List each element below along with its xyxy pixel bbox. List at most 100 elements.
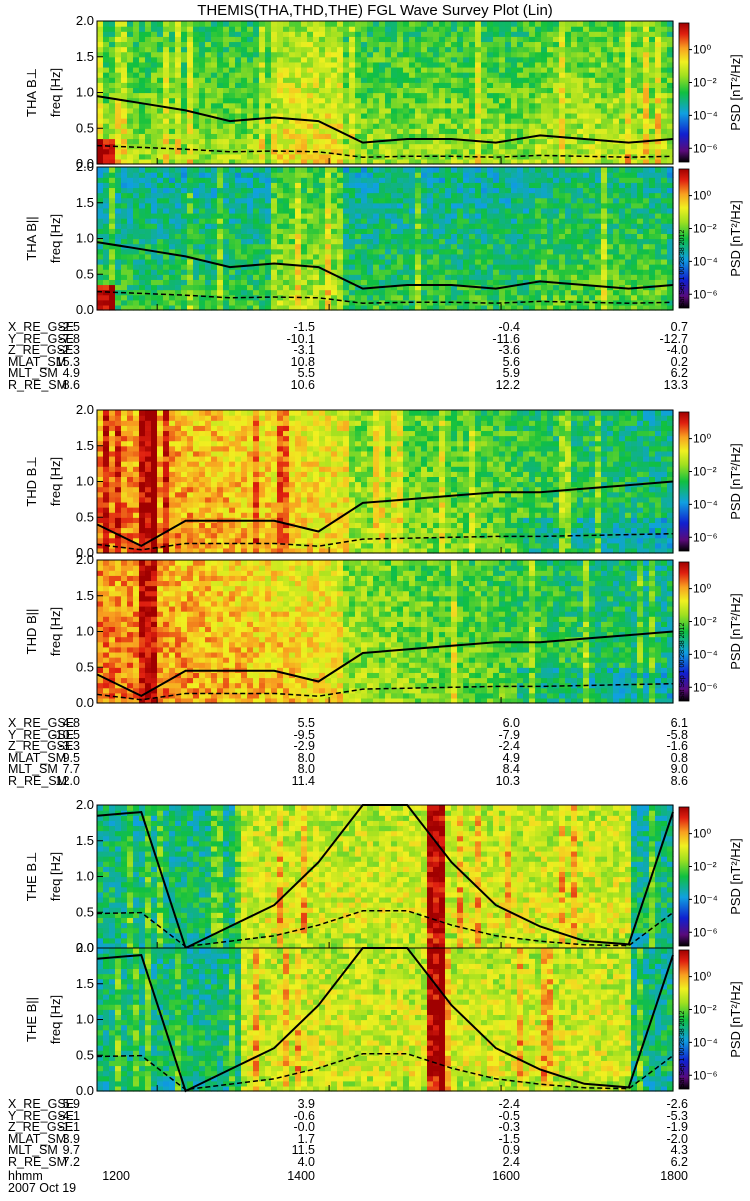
heatmap-cell — [415, 21, 422, 27]
heatmap-cell — [475, 47, 482, 53]
heatmap-cell — [451, 62, 458, 68]
heatmap-cell — [253, 57, 260, 63]
heatmap-cell — [271, 67, 278, 73]
heatmap-cell — [325, 31, 332, 37]
heatmap-cell — [481, 113, 488, 119]
heatmap-cell — [217, 228, 224, 234]
heatmap-cell — [133, 62, 140, 68]
heatmap-cell — [331, 193, 338, 199]
heatmap-cell — [151, 228, 158, 234]
heatmap-cell — [619, 103, 626, 109]
heatmap-cell — [157, 118, 164, 124]
heatmap-cell — [157, 279, 164, 285]
heatmap-cell — [433, 213, 440, 219]
heatmap-cell — [601, 128, 608, 134]
heatmap-cell — [229, 274, 236, 280]
heatmap-cell — [247, 21, 254, 27]
heatmap-cell — [145, 233, 152, 239]
heatmap-cell — [301, 187, 308, 193]
heatmap-cell — [163, 113, 170, 119]
heatmap-cell — [253, 138, 260, 144]
heatmap-cell — [115, 233, 122, 239]
heatmap-cell — [121, 300, 128, 306]
heatmap-cell — [475, 67, 482, 73]
heatmap-cell — [331, 213, 338, 219]
heatmap-cell — [265, 208, 272, 214]
heatmap-cell — [541, 284, 548, 290]
heatmap-cell — [169, 177, 176, 183]
heatmap-cell — [583, 144, 590, 150]
heatmap-cell — [553, 47, 560, 53]
heatmap-cell — [367, 62, 374, 68]
heatmap-cell — [493, 249, 500, 255]
heatmap-cell — [619, 82, 626, 88]
heatmap-cell — [535, 123, 542, 129]
heatmap-cell — [415, 228, 422, 234]
heatmap-cell — [511, 52, 518, 58]
heatmap-cell — [157, 239, 164, 245]
heatmap-cell — [367, 264, 374, 270]
heatmap-cell — [565, 21, 572, 27]
heatmap-cell — [337, 187, 344, 193]
heatmap-cell — [451, 233, 458, 239]
heatmap-cell — [511, 269, 518, 275]
heatmap-cell — [217, 233, 224, 239]
heatmap-cell — [493, 62, 500, 68]
heatmap-cell — [103, 182, 110, 188]
heatmap-cell — [559, 269, 566, 275]
heatmap-cell — [229, 113, 236, 119]
heatmap-cell — [379, 254, 386, 260]
heatmap-cell — [319, 133, 326, 139]
heatmap-cell — [283, 67, 290, 73]
heatmap-cell — [619, 67, 626, 73]
heatmap-cell — [415, 193, 422, 199]
heatmap-cell — [469, 47, 476, 53]
heatmap-cell — [235, 290, 242, 296]
heatmap-cell — [199, 108, 206, 114]
heatmap-cell — [577, 295, 584, 301]
heatmap-cell — [325, 187, 332, 193]
heatmap-cell — [349, 118, 356, 124]
heatmap-cell — [391, 167, 398, 173]
heatmap-cell — [199, 300, 206, 306]
heatmap-cell — [241, 82, 248, 88]
heatmap-cell — [433, 98, 440, 104]
heatmap-cell — [259, 249, 266, 255]
heatmap-cell — [631, 41, 638, 47]
heatmap-cell — [163, 259, 170, 265]
heatmap-cell — [223, 203, 230, 209]
heatmap-cell — [211, 154, 218, 160]
heatmap-cell — [229, 203, 236, 209]
heatmap-cell — [493, 133, 500, 139]
heatmap-cell — [325, 254, 332, 260]
heatmap-cell — [559, 103, 566, 109]
heatmap-cell — [529, 284, 536, 290]
heatmap-cell — [193, 47, 200, 53]
heatmap-cell — [397, 233, 404, 239]
heatmap-cell — [493, 239, 500, 245]
heatmap-cell — [169, 52, 176, 58]
heatmap-cell — [637, 123, 644, 129]
heatmap-cell — [433, 269, 440, 275]
heatmap-cell — [223, 123, 230, 129]
heatmap-cell — [97, 208, 104, 214]
heatmap-cell — [439, 213, 446, 219]
heatmap-cell — [577, 128, 584, 134]
heatmap-cell — [295, 103, 302, 109]
heatmap-cell — [163, 284, 170, 290]
heatmap-cell — [217, 41, 224, 47]
heatmap-cell — [199, 52, 206, 58]
heatmap-cell — [235, 279, 242, 285]
heatmap-cell — [109, 21, 116, 27]
heatmap-cell — [169, 198, 176, 204]
heatmap-cell — [553, 154, 560, 160]
heatmap-cell — [481, 203, 488, 209]
heatmap-cell — [637, 113, 644, 119]
heatmap-cell — [109, 26, 116, 32]
heatmap-cell — [127, 193, 134, 199]
heatmap-cell — [181, 269, 188, 275]
heatmap-cell — [505, 41, 512, 47]
heatmap-cell — [403, 295, 410, 301]
heatmap-cell — [439, 239, 446, 245]
heatmap-cell — [397, 57, 404, 63]
